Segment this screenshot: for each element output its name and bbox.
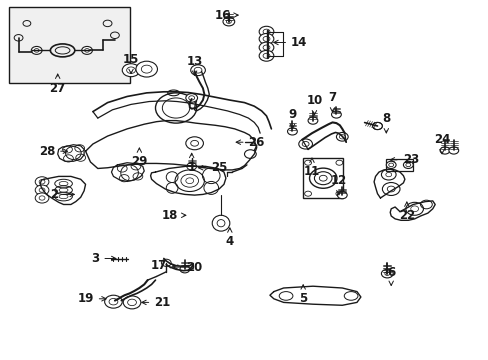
Ellipse shape [439,147,449,154]
Ellipse shape [190,65,205,76]
Ellipse shape [122,64,140,77]
Ellipse shape [307,117,317,124]
Ellipse shape [259,50,273,61]
Bar [9,7,130,83]
Text: 18: 18 [162,209,185,222]
Text: 17: 17 [150,259,174,272]
Ellipse shape [81,46,92,54]
Text: 23: 23 [389,153,418,166]
Text: 13: 13 [186,55,203,75]
Ellipse shape [448,147,458,154]
Text: 28: 28 [39,145,67,158]
Text: 19: 19 [77,292,106,305]
Text: 25: 25 [198,161,227,174]
Ellipse shape [372,122,382,130]
Text: 15: 15 [122,53,139,73]
Ellipse shape [386,161,395,168]
Text: 9: 9 [288,108,296,129]
Ellipse shape [35,177,49,187]
Text: 22: 22 [398,202,414,222]
Text: 29: 29 [131,148,147,168]
Ellipse shape [224,18,233,25]
Text: 20: 20 [173,261,202,274]
Ellipse shape [185,94,197,102]
Ellipse shape [35,193,49,203]
Ellipse shape [123,296,141,309]
Bar [386,159,412,171]
Text: 21: 21 [142,296,170,309]
Text: 12: 12 [330,174,346,195]
Text: 6: 6 [386,266,394,285]
Text: 1: 1 [187,153,195,174]
Ellipse shape [35,185,49,195]
Ellipse shape [287,128,297,135]
Ellipse shape [180,266,189,273]
Text: 16: 16 [214,9,238,22]
Ellipse shape [136,61,157,77]
Ellipse shape [382,270,391,277]
Ellipse shape [223,17,234,26]
Ellipse shape [403,161,412,168]
Text: 24: 24 [433,133,449,154]
Text: 7: 7 [328,91,336,112]
Ellipse shape [259,33,273,44]
Text: 10: 10 [305,94,322,115]
Ellipse shape [381,269,392,278]
Text: 4: 4 [225,228,233,248]
Text: 11: 11 [303,158,320,178]
Ellipse shape [331,111,341,118]
Text: 26: 26 [236,136,264,149]
Text: 8: 8 [382,112,389,133]
Text: 5: 5 [299,285,306,305]
Bar [303,158,343,198]
Text: 27: 27 [49,74,66,95]
Ellipse shape [259,26,273,37]
Ellipse shape [337,192,346,199]
Ellipse shape [104,295,122,308]
Ellipse shape [186,163,196,170]
Text: 3: 3 [91,252,116,265]
Text: 14: 14 [273,36,307,49]
Ellipse shape [259,42,273,53]
Text: 2: 2 [50,188,74,201]
Ellipse shape [31,46,42,54]
